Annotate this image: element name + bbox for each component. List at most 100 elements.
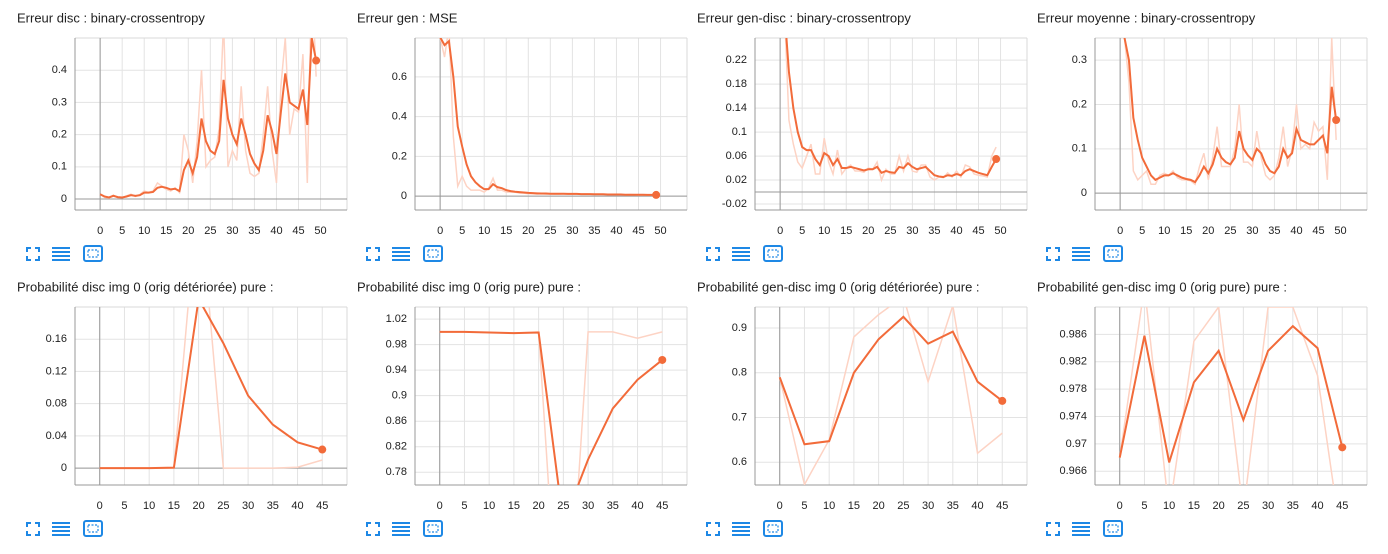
x-tick-label: 30	[566, 225, 578, 237]
x-tick-label: 15	[1188, 500, 1200, 512]
chart-card: Erreur gen : MSE 0 0.2 0.4 0.6 0 5 10 15 20 25 30 35…	[357, 10, 688, 262]
icon	[392, 255, 410, 257]
last-point	[652, 190, 661, 199]
icon	[87, 524, 99, 533]
fullscreen-button[interactable]	[366, 247, 380, 261]
y-tick-label: 0.4	[52, 64, 67, 76]
fullscreen-button[interactable]	[1046, 247, 1060, 261]
x-tick-label: 35	[1287, 500, 1299, 512]
icon	[732, 530, 750, 532]
fit-domain-button[interactable]	[83, 520, 103, 537]
plot-lines	[1118, 307, 1347, 485]
x-tick-label: 30	[242, 500, 254, 512]
toggle-log-button[interactable]	[392, 522, 410, 536]
x-tick-label: 35	[1268, 225, 1280, 237]
y-tick-label: 0.978	[1059, 383, 1087, 395]
fit-domain-button[interactable]	[1103, 520, 1123, 537]
toggle-log-button[interactable]	[1072, 522, 1090, 536]
x-tick-label: 30	[582, 500, 594, 512]
x-tick-label: 25	[217, 500, 229, 512]
x-tick-label: 30	[226, 225, 238, 237]
x-tick-label: 0	[97, 500, 103, 512]
x-tick-label: 0	[97, 225, 103, 237]
raw-line	[439, 38, 657, 196]
fit-domain-button[interactable]	[763, 520, 783, 537]
x-tick-label: 10	[138, 225, 150, 237]
fullscreen-button[interactable]	[706, 247, 720, 261]
fullscreen-button[interactable]	[1046, 522, 1060, 536]
toggle-log-button[interactable]	[732, 522, 750, 536]
fullscreen-button[interactable]	[706, 522, 720, 536]
icon	[52, 526, 70, 528]
icon	[52, 259, 70, 261]
y-tick-label: 0.966	[1059, 465, 1087, 477]
y-tick-label: 0.14	[726, 102, 747, 114]
x-tick-label: 10	[823, 500, 835, 512]
icon	[83, 520, 103, 537]
icon	[767, 524, 779, 533]
x-tick-label: 45	[1312, 225, 1324, 237]
x-tick-label: 0	[1117, 500, 1123, 512]
icon	[392, 534, 410, 536]
x-tick-label: 45	[316, 500, 328, 512]
chart-title: Erreur moyenne : binary-crossentropy	[1037, 10, 1256, 25]
toggle-log-button[interactable]	[52, 522, 70, 536]
icon	[1107, 524, 1119, 533]
icon	[392, 247, 410, 249]
x-tick-label: 15	[508, 500, 520, 512]
fullscreen-button[interactable]	[26, 522, 40, 536]
y-tick-label: 0.1	[732, 126, 747, 138]
y-tick-label: 0.1	[1072, 143, 1087, 155]
icon	[1046, 247, 1060, 261]
icon	[52, 247, 70, 249]
x-tick-label: 35	[947, 500, 959, 512]
x-tick-label: 15	[1180, 225, 1192, 237]
x-tick-label: 40	[610, 225, 622, 237]
y-tick-label: 0.986	[1059, 328, 1087, 340]
x-tick-label: 20	[522, 225, 534, 237]
icon	[732, 526, 750, 528]
y-tick-label: 0.18	[726, 78, 747, 90]
toggle-log-button[interactable]	[52, 247, 70, 261]
fullscreen-button[interactable]	[26, 247, 40, 261]
y-tick-label: 0.16	[46, 333, 67, 345]
plot-lines	[1123, 38, 1341, 186]
fit-domain-button[interactable]	[423, 245, 443, 262]
last-point	[992, 155, 1001, 164]
x-tick-label: 5	[119, 225, 125, 237]
icon	[392, 522, 410, 524]
x-tick-label: 45	[656, 500, 668, 512]
icon	[427, 249, 439, 258]
y-tick-label: 0.9	[732, 322, 747, 334]
fit-domain-button[interactable]	[1103, 245, 1123, 262]
y-tick-label: 0.8	[732, 367, 747, 379]
x-tick-label: 25	[557, 500, 569, 512]
y-tick-label: 0	[401, 190, 407, 202]
fit-domain-button[interactable]	[763, 245, 783, 262]
x-tick-label: 30	[922, 500, 934, 512]
x-tick-label: 30	[1246, 225, 1258, 237]
x-tick-label: 15	[848, 500, 860, 512]
x-tick-label: 15	[500, 225, 512, 237]
fit-domain-button[interactable]	[83, 245, 103, 262]
toggle-log-button[interactable]	[392, 247, 410, 261]
y-tick-label: -0.02	[722, 198, 747, 210]
y-tick-label: 0.97	[1066, 438, 1087, 450]
x-tick-label: 25	[1224, 225, 1236, 237]
x-tick-label: 10	[818, 225, 830, 237]
icon	[767, 249, 779, 258]
icon	[87, 249, 99, 258]
raw-line	[778, 307, 1003, 485]
y-tick-label: 0.02	[726, 174, 747, 186]
x-tick-label: 0	[437, 500, 443, 512]
toggle-log-button[interactable]	[732, 247, 750, 261]
x-tick-label: 0	[777, 500, 783, 512]
y-tick-label: 0.94	[386, 364, 407, 376]
fullscreen-button[interactable]	[366, 522, 380, 536]
smoothed-line	[99, 307, 323, 470]
toggle-log-button[interactable]	[1072, 247, 1090, 261]
smoothed-line	[1123, 38, 1338, 184]
fit-domain-button[interactable]	[423, 520, 443, 537]
